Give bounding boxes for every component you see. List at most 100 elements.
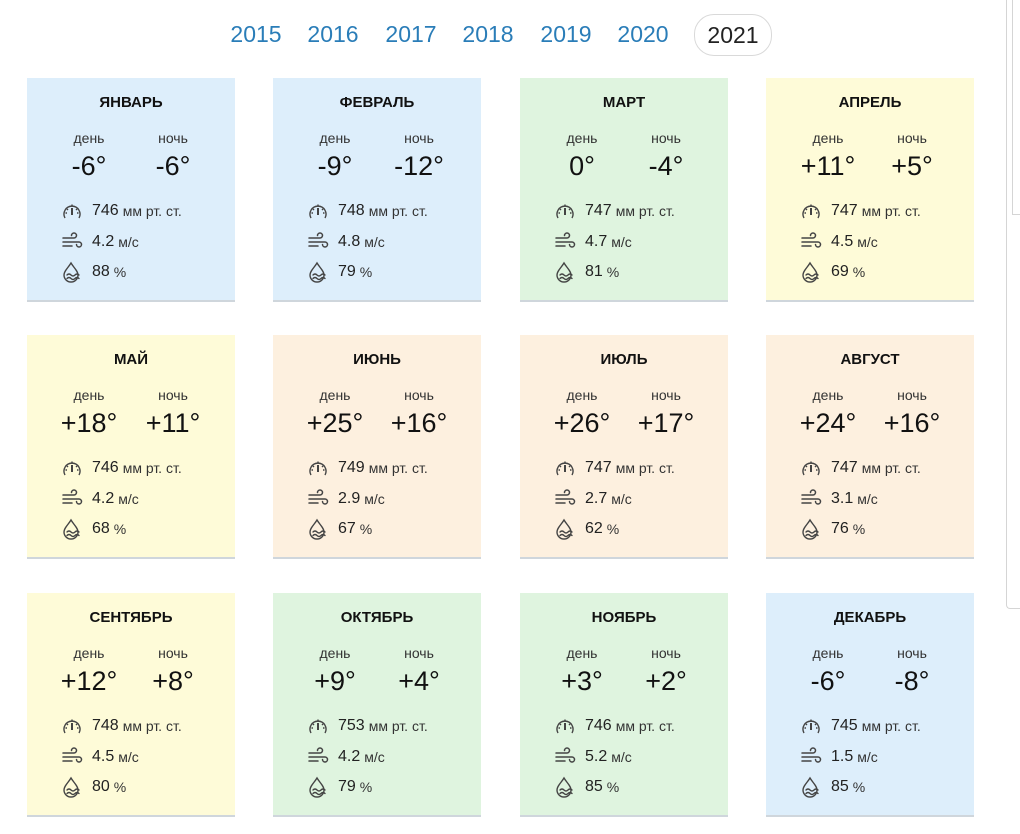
humidity-row: 76% [800, 517, 865, 541]
humidity-value: 67 [338, 520, 356, 537]
year-tab-2020[interactable]: 2020 [617, 21, 669, 47]
wind-unit: м/с [118, 491, 139, 507]
night-temperature: +16° [883, 408, 941, 438]
year-tab-2017[interactable]: 2017 [385, 21, 437, 47]
humidity-value: 80 [92, 778, 110, 795]
month-name: ОКТЯБРЬ [340, 609, 414, 626]
pressure-unit: мм рт. ст. [368, 203, 428, 219]
humidity-value: 62 [585, 520, 603, 537]
month-card: ОКТЯБРЬ день ночь +9° +4° 753 мм рт. ст. 4.2 м/с… [273, 593, 481, 817]
wind-icon [61, 231, 92, 253]
gauge-icon [554, 715, 585, 737]
wind-row: 4.5 м/с [61, 745, 139, 769]
wind-value: 4.5 [831, 233, 854, 250]
wind-value: 4.2 [92, 490, 115, 507]
gauge-icon [307, 715, 338, 737]
pressure-row: 747 мм рт. ст. [800, 456, 921, 480]
month-card: ИЮНЬ день ночь +25° +16° 749 мм рт. ст. 2.9 м/с 6… [273, 335, 481, 559]
day-label: день [73, 387, 105, 403]
pressure-value: 748 [338, 202, 365, 219]
wind-unit: м/с [364, 234, 385, 250]
day-label: день [566, 645, 598, 661]
humidity-icon [800, 776, 831, 798]
humidity-row: 80% [61, 775, 126, 799]
year-tab-2021[interactable]: 2021 [694, 14, 772, 56]
humidity-icon [307, 261, 338, 283]
night-temperature: +16° [390, 408, 448, 438]
night-label: ночь [404, 130, 434, 146]
humidity-row: 88% [61, 260, 126, 284]
month-name: МАРТ [602, 94, 646, 111]
day-label: день [566, 130, 598, 146]
day-temperature: +12° [60, 666, 118, 696]
year-tab-2016[interactable]: 2016 [307, 21, 359, 47]
night-label: ночь [897, 387, 927, 403]
pressure-row: 746 мм рт. ст. [61, 199, 182, 223]
day-label: день [812, 130, 844, 146]
night-temperature: -6° [155, 151, 191, 181]
pressure-value: 747 [585, 459, 612, 476]
day-temperature: +9° [314, 666, 356, 696]
wind-value: 2.9 [338, 490, 361, 507]
month-card: НОЯБРЬ день ночь +3° +2° 746 мм рт. ст. 5.2 м/с 8… [520, 593, 728, 817]
month-name: АПРЕЛЬ [838, 94, 902, 111]
wind-row: 4.2 м/с [61, 230, 139, 254]
night-label: ночь [158, 130, 188, 146]
month-card: АПРЕЛЬ день ночь +11° +5° 747 мм рт. ст. 4.5 м/с… [766, 78, 974, 302]
wind-unit: м/с [857, 234, 878, 250]
night-temperature: +2° [645, 666, 687, 696]
wind-unit: м/с [857, 491, 878, 507]
night-label: ночь [651, 645, 681, 661]
pressure-value: 745 [831, 717, 858, 734]
humidity-icon [800, 518, 831, 540]
night-label: ночь [897, 645, 927, 661]
pressure-unit: мм рт. ст. [368, 718, 428, 734]
wind-icon [800, 488, 831, 510]
day-label: день [73, 130, 105, 146]
year-tab-2018[interactable]: 2018 [462, 21, 514, 47]
day-temperature: +24° [799, 408, 857, 438]
humidity-row: 68% [61, 517, 126, 541]
humidity-icon [307, 776, 338, 798]
month-name: ИЮНЬ [353, 351, 401, 368]
gauge-icon [800, 200, 831, 222]
wind-icon [307, 231, 338, 253]
night-label: ночь [158, 387, 188, 403]
day-label: день [73, 645, 105, 661]
humidity-icon [307, 518, 338, 540]
wind-row: 4.5 м/с [800, 230, 878, 254]
wind-unit: м/с [611, 491, 632, 507]
humidity-unit: % [359, 779, 373, 795]
wind-value: 4.5 [92, 748, 115, 765]
wind-icon [554, 746, 585, 768]
month-card: ЯНВАРЬ день ночь -6° -6° 746 мм рт. ст. 4.2 м/с 8… [27, 78, 235, 302]
humidity-row: 85% [554, 775, 619, 799]
year-selector: 2015 2016 2017 2018 2019 2020 2021 [0, 14, 1020, 56]
month-name: НОЯБРЬ [591, 609, 657, 626]
humidity-icon [61, 261, 92, 283]
year-tab-2015[interactable]: 2015 [230, 21, 282, 47]
wind-icon [554, 488, 585, 510]
gauge-icon [61, 200, 92, 222]
humidity-unit: % [359, 521, 373, 537]
day-label: день [319, 387, 351, 403]
year-tab-2019[interactable]: 2019 [540, 21, 592, 47]
wind-unit: м/с [857, 749, 878, 765]
night-label: ночь [404, 387, 434, 403]
gauge-icon [800, 457, 831, 479]
day-temperature: -6° [810, 666, 846, 696]
wind-value: 3.1 [831, 490, 854, 507]
pressure-unit: мм рт. ст. [615, 203, 675, 219]
night-label: ночь [897, 130, 927, 146]
wind-row: 4.7 м/с [554, 230, 632, 254]
wind-icon [61, 746, 92, 768]
wind-icon [61, 488, 92, 510]
wind-unit: м/с [118, 749, 139, 765]
day-label: день [812, 387, 844, 403]
month-name: АВГУСТ [840, 351, 900, 368]
humidity-row: 79% [307, 260, 372, 284]
pressure-unit: мм рт. ст. [122, 203, 182, 219]
humidity-row: 79% [307, 775, 372, 799]
wind-value: 2.7 [585, 490, 608, 507]
humidity-value: 81 [585, 263, 603, 280]
